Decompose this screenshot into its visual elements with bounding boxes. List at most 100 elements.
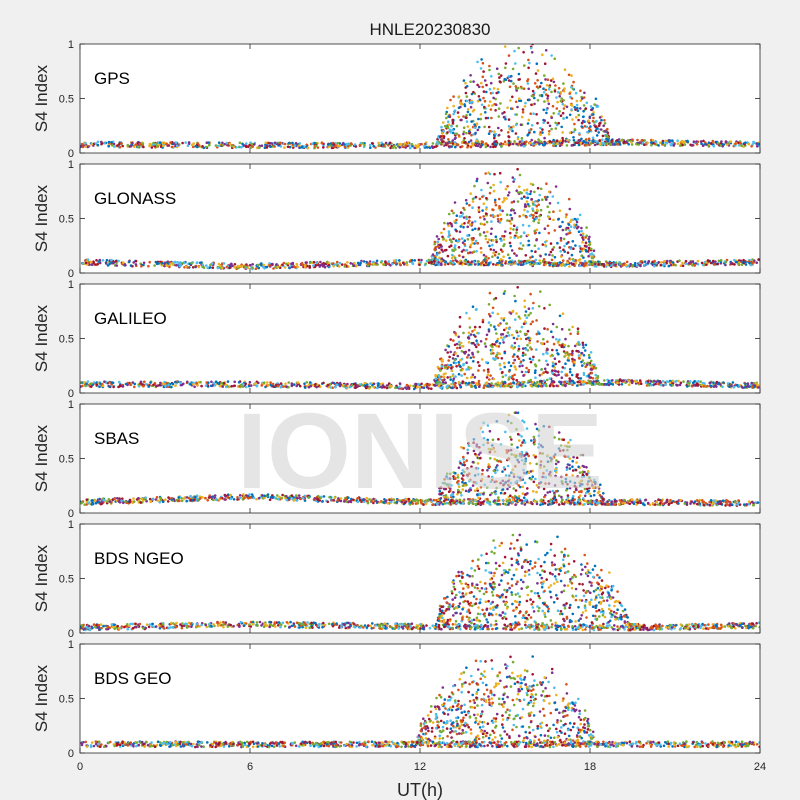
data-point <box>484 337 488 341</box>
data-point <box>294 141 298 145</box>
data-point <box>519 337 523 341</box>
data-point <box>129 383 132 387</box>
data-point <box>523 299 526 303</box>
data-point <box>543 367 547 371</box>
data-point <box>504 230 507 233</box>
data-point <box>543 74 546 77</box>
data-point <box>251 263 254 266</box>
data-point <box>282 385 285 388</box>
data-point <box>560 376 564 380</box>
data-point <box>443 249 447 252</box>
data-point <box>559 236 563 240</box>
data-point <box>509 79 513 83</box>
data-point <box>537 199 541 202</box>
data-point <box>481 195 484 199</box>
data-point <box>546 340 549 344</box>
data-point <box>572 364 576 367</box>
data-point <box>464 116 468 119</box>
data-point <box>393 144 396 148</box>
data-point <box>516 86 520 90</box>
data-point <box>548 130 551 133</box>
data-point <box>108 385 111 388</box>
data-point <box>248 493 251 496</box>
data-point <box>542 121 545 125</box>
data-point <box>583 349 587 352</box>
data-point <box>540 94 544 98</box>
data-point <box>499 248 503 251</box>
data-point <box>589 125 592 128</box>
data-point <box>627 379 630 382</box>
data-point <box>517 46 520 50</box>
data-point <box>477 117 480 121</box>
data-point <box>561 312 565 316</box>
data-point <box>478 364 481 368</box>
data-point <box>750 145 753 148</box>
data-point <box>494 328 497 331</box>
data-point <box>531 255 534 258</box>
data-point <box>453 142 457 146</box>
data-point <box>164 384 167 388</box>
data-point <box>602 265 606 268</box>
data-point <box>587 237 590 241</box>
data-point <box>526 82 530 85</box>
data-point <box>440 125 443 129</box>
data-point <box>487 104 491 107</box>
data-point <box>695 140 698 143</box>
data-point <box>358 383 362 386</box>
data-point <box>84 261 88 265</box>
data-point <box>550 262 554 266</box>
data-point <box>134 259 138 263</box>
data-point <box>652 383 655 387</box>
data-point <box>492 96 495 100</box>
data-point <box>486 181 490 185</box>
data-point <box>493 215 496 218</box>
data-point <box>181 262 184 265</box>
data-point <box>509 236 512 239</box>
data-point <box>566 259 569 263</box>
data-point <box>537 305 541 308</box>
data-point <box>185 496 189 499</box>
y-axis-label: S4 Index <box>32 64 51 132</box>
data-point <box>388 141 392 145</box>
data-point <box>463 239 467 242</box>
data-point <box>240 265 243 268</box>
data-point <box>200 261 203 264</box>
data-point <box>582 346 585 349</box>
data-point <box>439 135 442 138</box>
data-point <box>447 212 451 216</box>
data-point <box>521 244 525 247</box>
data-point <box>695 143 699 146</box>
data-point <box>244 145 248 148</box>
data-point <box>587 246 591 250</box>
data-point <box>94 142 98 145</box>
data-point <box>521 351 525 355</box>
data-point <box>559 250 562 253</box>
data-point <box>436 240 440 244</box>
data-point <box>427 383 431 387</box>
data-point <box>551 380 555 383</box>
data-point <box>494 103 498 106</box>
data-point <box>462 139 466 142</box>
data-point <box>584 343 588 347</box>
data-point <box>381 143 385 146</box>
data-point <box>696 259 700 263</box>
data-point <box>721 385 724 389</box>
data-point <box>511 309 515 313</box>
data-point <box>545 261 548 264</box>
data-point <box>118 145 122 149</box>
data-point <box>501 234 504 238</box>
data-point <box>81 262 85 265</box>
data-point <box>548 303 551 307</box>
data-point <box>489 384 493 388</box>
data-point <box>174 384 177 388</box>
data-point <box>485 196 488 200</box>
data-point <box>523 261 527 265</box>
data-point <box>430 261 433 265</box>
data-point <box>446 141 449 145</box>
data-point <box>535 211 538 215</box>
data-point <box>447 115 450 118</box>
data-point <box>669 263 673 267</box>
data-point <box>572 259 575 263</box>
data-point <box>158 141 162 144</box>
data-point <box>490 220 493 223</box>
